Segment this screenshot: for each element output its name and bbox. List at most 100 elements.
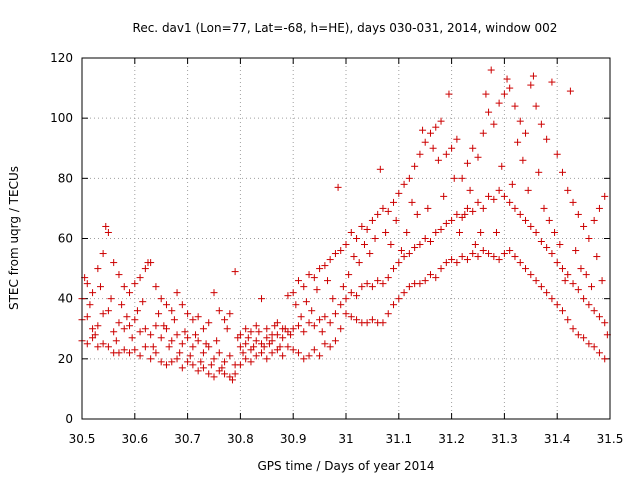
- data-point: [363, 319, 371, 327]
- data-point: [495, 186, 503, 194]
- data-point: [226, 310, 234, 318]
- data-point: [136, 274, 144, 282]
- data-point: [595, 204, 603, 212]
- data-point: [395, 259, 403, 267]
- data-point: [294, 349, 302, 357]
- data-point: [553, 150, 561, 158]
- data-point: [514, 138, 522, 146]
- data-point: [395, 295, 403, 303]
- data-point: [136, 352, 144, 360]
- data-point: [326, 319, 334, 327]
- data-point: [231, 268, 239, 276]
- data-point: [331, 310, 339, 318]
- data-point: [94, 322, 102, 330]
- data-point: [379, 204, 387, 212]
- data-point: [355, 259, 363, 267]
- data-point: [543, 289, 551, 297]
- data-point: [595, 313, 603, 321]
- x-tick-label: 31.1: [385, 432, 412, 446]
- data-point: [268, 331, 276, 339]
- data-point: [437, 225, 445, 233]
- data-point: [469, 144, 477, 152]
- data-point: [485, 250, 493, 258]
- data-point: [115, 271, 123, 279]
- data-point: [379, 280, 387, 288]
- data-point: [126, 349, 134, 357]
- data-point: [445, 90, 453, 98]
- data-point: [500, 250, 508, 258]
- data-point: [474, 153, 482, 161]
- data-point: [437, 117, 445, 125]
- data-point: [358, 283, 366, 291]
- data-point: [173, 289, 181, 297]
- data-point: [247, 358, 255, 366]
- data-point: [561, 277, 569, 285]
- data-point: [226, 352, 234, 360]
- data-point: [228, 376, 236, 384]
- data-point: [593, 253, 601, 261]
- data-point: [289, 289, 297, 297]
- data-point: [205, 370, 213, 378]
- data-point: [316, 316, 324, 324]
- data-point: [426, 129, 434, 137]
- data-point: [192, 331, 200, 339]
- data-point: [448, 256, 456, 264]
- data-point: [469, 207, 477, 215]
- data-point: [347, 313, 355, 321]
- plot-frame: [81, 57, 611, 420]
- data-point: [231, 361, 239, 369]
- data-point: [479, 204, 487, 212]
- data-point: [506, 247, 514, 255]
- data-point: [569, 325, 577, 333]
- data-point: [508, 180, 516, 188]
- data-point: [564, 186, 572, 194]
- data-point: [178, 364, 186, 372]
- data-point: [147, 331, 155, 339]
- data-point: [437, 265, 445, 273]
- data-point: [223, 325, 231, 333]
- y-tick-label: 60: [58, 232, 73, 246]
- data-point: [392, 216, 400, 224]
- data-point: [244, 334, 252, 342]
- x-tick-label: 31.4: [544, 432, 571, 446]
- y-tick-label: 20: [58, 352, 73, 366]
- data-point: [284, 292, 292, 300]
- data-point: [281, 325, 289, 333]
- data-point: [556, 241, 564, 249]
- data-point: [543, 244, 551, 252]
- data-point: [577, 265, 585, 273]
- data-point: [558, 168, 566, 176]
- data-point: [83, 313, 91, 321]
- data-point: [532, 277, 540, 285]
- data-point: [321, 313, 329, 321]
- data-point: [197, 358, 205, 366]
- data-point: [126, 322, 134, 330]
- data-point: [210, 355, 218, 363]
- data-point: [601, 319, 609, 327]
- data-point: [384, 207, 392, 215]
- data-point: [400, 253, 408, 261]
- data-point: [302, 298, 310, 306]
- data-point: [543, 135, 551, 143]
- data-point: [382, 228, 390, 236]
- data-point: [102, 222, 110, 230]
- data-point: [448, 144, 456, 152]
- data-point: [194, 367, 202, 375]
- data-point: [128, 334, 136, 342]
- data-point: [371, 235, 379, 242]
- data-point: [527, 222, 535, 230]
- data-point: [173, 331, 181, 339]
- data-point: [432, 123, 440, 131]
- data-point: [342, 241, 350, 249]
- data-point: [500, 192, 508, 200]
- data-point: [260, 343, 268, 351]
- data-point: [115, 319, 123, 327]
- data-point: [345, 271, 353, 279]
- data-point: [421, 138, 429, 146]
- data-point: [160, 322, 168, 330]
- data-point: [263, 325, 271, 333]
- data-point: [572, 247, 580, 255]
- data-point: [363, 225, 371, 233]
- data-point: [537, 283, 545, 291]
- data-point: [202, 340, 210, 348]
